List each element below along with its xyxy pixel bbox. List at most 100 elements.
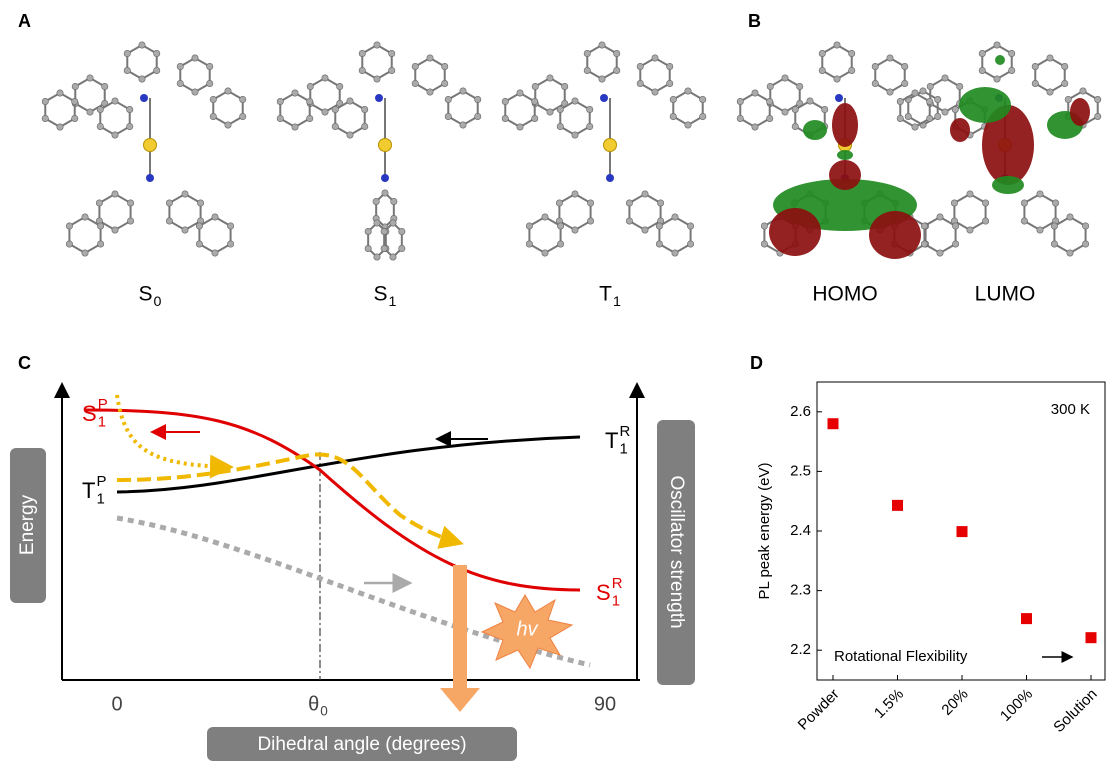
- atom: [347, 98, 353, 104]
- label: S: [82, 401, 97, 426]
- atom: [937, 250, 943, 256]
- atom: [210, 96, 216, 102]
- atom: [42, 115, 48, 121]
- atom: [127, 106, 133, 112]
- atom: [1052, 200, 1058, 206]
- atom: [657, 200, 663, 206]
- atom: [182, 191, 188, 197]
- orbital-lobe: [959, 87, 1011, 123]
- atom-n: [600, 94, 608, 102]
- atom: [994, 76, 1000, 82]
- atom: [526, 241, 532, 247]
- atom: [192, 55, 198, 61]
- atom: [1037, 191, 1043, 197]
- label-sup: R: [612, 575, 623, 592]
- atom: [277, 115, 283, 121]
- atom: [72, 98, 78, 104]
- orbital-label: LUMO: [975, 283, 1036, 306]
- label: 90: [594, 693, 616, 715]
- atom: [139, 42, 145, 48]
- atom: [819, 50, 825, 56]
- annotation: Rotational Flexibility: [834, 648, 968, 665]
- atom: [502, 115, 508, 121]
- bond: [560, 101, 589, 135]
- atom: [1021, 200, 1027, 206]
- atom: [475, 96, 481, 102]
- atom: [887, 89, 893, 95]
- atom: [460, 88, 466, 94]
- atom: [737, 115, 743, 121]
- label-sub: 0: [154, 294, 162, 310]
- atom: [166, 218, 172, 224]
- annotation: 300 K: [1051, 401, 1090, 418]
- atom: [332, 123, 338, 129]
- atom: [445, 113, 451, 119]
- atom: [445, 96, 451, 102]
- atom: [572, 191, 578, 197]
- atom: [526, 223, 532, 229]
- atom: [902, 80, 908, 86]
- atom: [912, 124, 918, 130]
- label: 0: [111, 693, 122, 715]
- atom: [532, 115, 538, 121]
- label-sup: R: [619, 423, 630, 440]
- bond: [875, 58, 904, 92]
- atom: [905, 113, 911, 119]
- x-tick-label: Powder: [795, 686, 843, 734]
- atom: [572, 227, 578, 233]
- atom: [937, 214, 943, 220]
- bond: [180, 58, 209, 92]
- atom: [374, 220, 380, 226]
- atom: [1032, 63, 1038, 69]
- atom: [667, 63, 673, 69]
- bond: [529, 217, 560, 253]
- atom: [307, 98, 313, 104]
- atom: [584, 50, 590, 56]
- atom: [399, 245, 405, 251]
- atom: [322, 109, 328, 115]
- bond: [415, 58, 444, 92]
- bond: [900, 93, 929, 127]
- molecules: [42, 42, 1101, 260]
- atom: [872, 80, 878, 86]
- atom: [139, 76, 145, 82]
- atom: [637, 80, 643, 86]
- bond: [169, 194, 200, 230]
- atom: [322, 75, 328, 81]
- atom: [642, 227, 648, 233]
- bond: [45, 93, 74, 127]
- atom: [381, 228, 387, 234]
- atom: [1062, 63, 1068, 69]
- x-tick-label: 100%: [997, 686, 1036, 725]
- atom: [390, 254, 396, 260]
- atom: [952, 223, 958, 229]
- marker: [892, 500, 903, 511]
- atom: [670, 113, 676, 119]
- atom: [97, 106, 103, 112]
- bond: [924, 217, 955, 253]
- atom: [614, 67, 620, 73]
- atom: [365, 228, 371, 234]
- bond: [448, 91, 477, 125]
- emission-arrow: [440, 688, 480, 712]
- atom: [672, 214, 678, 220]
- bond: [213, 91, 242, 125]
- singlet-curve: [85, 410, 580, 590]
- axis-label: Dihedral angle (degrees): [257, 734, 466, 755]
- atom: [1095, 96, 1101, 102]
- isc-path: [117, 454, 460, 543]
- atom: [292, 90, 298, 96]
- atom: [982, 218, 988, 224]
- orbital-lobe: [992, 176, 1024, 194]
- atom: [834, 76, 840, 82]
- atom: [797, 83, 803, 89]
- atom: [212, 214, 218, 220]
- atom: [672, 250, 678, 256]
- atom-n: [606, 174, 614, 182]
- atom: [1009, 67, 1015, 73]
- atom: [979, 67, 985, 73]
- atom-n: [835, 94, 843, 102]
- atom: [572, 132, 578, 138]
- atom: [154, 50, 160, 56]
- atom-n: [140, 94, 148, 102]
